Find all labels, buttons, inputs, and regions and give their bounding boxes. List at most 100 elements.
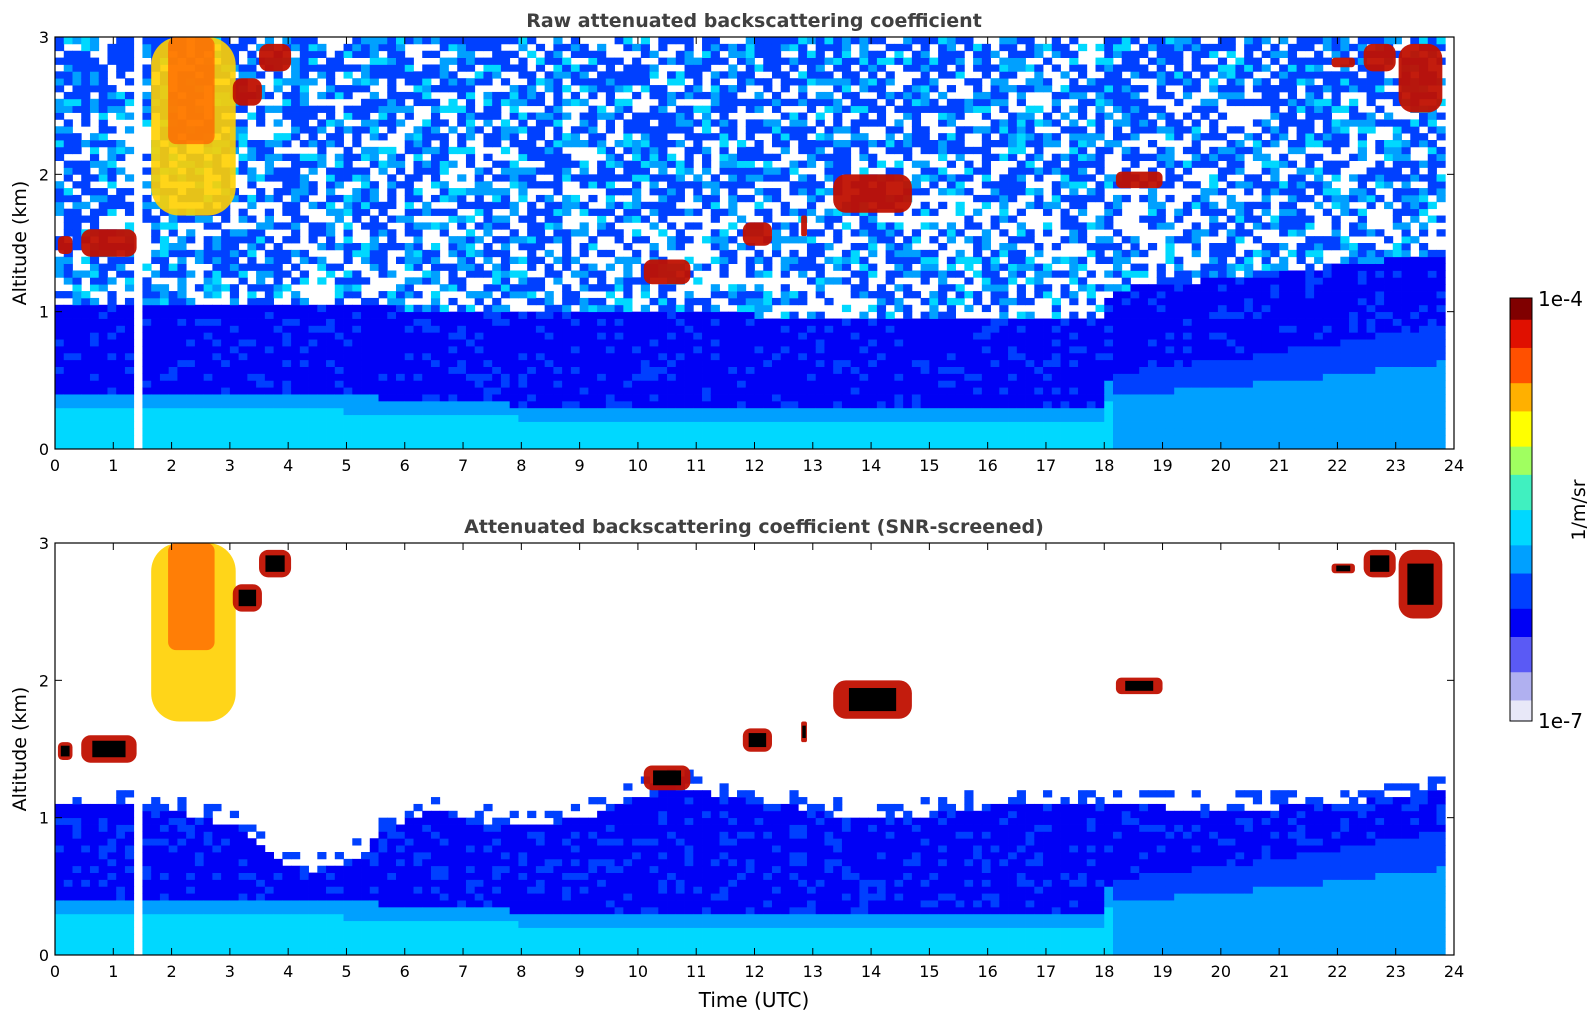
heatmap-cell [142, 414, 152, 422]
heatmap-cell [570, 407, 581, 416]
heatmap-cell [693, 318, 703, 326]
heatmap-cell [457, 346, 467, 354]
heatmap-cell [938, 105, 948, 113]
heatmap-cell [124, 339, 135, 347]
heatmap-cell [387, 236, 397, 244]
heatmap-cell [815, 78, 825, 86]
heatmap-cell [535, 146, 546, 155]
heatmap-cell [422, 428, 432, 436]
heatmap-cell [754, 428, 764, 436]
heatmap-cell [378, 229, 388, 237]
heatmap-cell [745, 126, 755, 134]
heatmap-cell [264, 222, 274, 230]
heatmap-cell [693, 222, 703, 230]
heatmap-cell [1008, 380, 1018, 388]
heatmap-cell [667, 346, 677, 354]
heatmap-cell [649, 188, 659, 196]
heatmap-cell [789, 442, 799, 449]
heatmap-cell [369, 318, 379, 326]
heatmap-cell [806, 37, 817, 45]
heatmap-cell [955, 359, 965, 367]
heatmap-cell [334, 435, 344, 443]
heatmap-cell [789, 236, 799, 244]
heatmap-cell [142, 435, 152, 443]
heatmap-cell [605, 428, 615, 436]
heatmap-cell [806, 435, 817, 443]
heatmap-cell [326, 194, 336, 203]
heatmap-cell [457, 85, 467, 93]
heatmap-cell [535, 400, 546, 409]
heatmap-cell [273, 428, 283, 436]
heatmap-cell [247, 366, 257, 374]
heatmap-cell [404, 71, 414, 79]
heatmap-cell [885, 98, 895, 107]
heatmap-cell [326, 339, 336, 347]
heatmap-cell [850, 366, 860, 374]
heatmap-cell [614, 297, 624, 306]
heatmap-cell [387, 366, 397, 374]
heatmap-cell [107, 91, 117, 100]
heatmap-cell [124, 188, 135, 196]
heatmap-cell [527, 215, 537, 223]
heatmap-cell [920, 311, 930, 319]
heatmap-cell [1008, 133, 1018, 141]
heatmap-cell [553, 133, 563, 141]
heatmap-cell [177, 421, 187, 429]
heatmap-cell [527, 167, 537, 175]
heatmap-cell [597, 339, 607, 347]
heatmap-cell [763, 174, 773, 182]
heatmap-cell [920, 78, 930, 86]
heatmap-cell [684, 57, 694, 65]
heatmap-cell [55, 263, 65, 271]
heatmap-cell [946, 140, 957, 148]
heatmap-cell [212, 394, 222, 402]
heatmap-cell [317, 222, 327, 230]
heatmap-cell [798, 160, 808, 168]
heatmap-cell [238, 37, 248, 45]
heatmap-cell [614, 373, 624, 381]
heatmap-cell [212, 373, 222, 381]
heatmap-cell [841, 332, 852, 340]
heatmap-cell [981, 400, 991, 409]
heatmap-cell [72, 229, 82, 237]
heatmap-cell [833, 105, 843, 113]
heatmap-cell [483, 181, 493, 189]
heatmap-cell [282, 153, 292, 161]
heatmap-cell [894, 394, 904, 402]
heatmap-cell [955, 291, 965, 299]
heatmap-cell [55, 201, 65, 210]
heatmap-cell [439, 325, 449, 333]
heatmap-cell [815, 64, 825, 72]
heatmap-cell [973, 346, 983, 354]
heatmap-cell [98, 208, 108, 216]
heatmap-cell [745, 373, 755, 381]
heatmap-cell [876, 352, 887, 361]
heatmap-cell [72, 85, 82, 93]
heatmap-cell [815, 387, 825, 395]
heatmap-cell [850, 270, 860, 278]
heatmap-cell [448, 243, 458, 251]
heatmap-cell [658, 153, 668, 161]
heatmap-cell [667, 222, 677, 230]
heatmap-cell [404, 249, 414, 258]
heatmap-cell [658, 57, 668, 65]
heatmap-cell [806, 57, 817, 65]
heatmap-cell [562, 43, 572, 52]
heatmap-cell [903, 325, 913, 333]
heatmap-cell [562, 57, 572, 65]
heatmap-cell [649, 373, 659, 381]
heatmap-cell [229, 43, 240, 52]
heatmap-cell [229, 325, 240, 333]
heatmap-cell [430, 50, 441, 58]
heatmap-cell [806, 78, 817, 86]
heatmap-cell [946, 311, 957, 319]
heatmap-cell [535, 339, 546, 347]
heatmap-cell [465, 236, 476, 244]
heatmap-cell [55, 428, 65, 436]
heatmap-cell [63, 167, 73, 175]
heatmap-cell [684, 394, 694, 402]
heatmap-cell [640, 332, 650, 340]
heatmap-cell [483, 64, 493, 72]
heatmap-cell [955, 414, 965, 422]
heatmap-cell [675, 318, 685, 326]
